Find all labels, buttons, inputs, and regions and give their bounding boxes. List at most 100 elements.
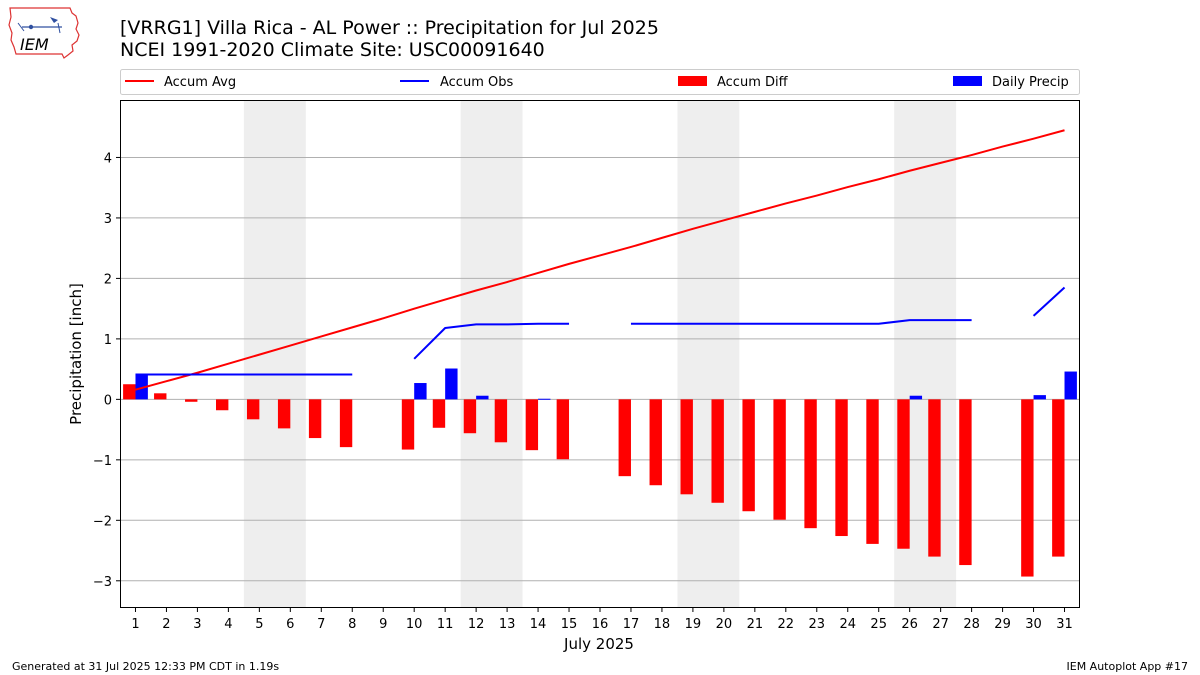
accum-diff-bar <box>154 393 167 400</box>
daily-precip-bar <box>538 398 551 400</box>
x-tick-label: 4 <box>224 617 232 632</box>
daily-precip-bar <box>476 395 489 400</box>
x-tick-label: 21 <box>747 617 764 632</box>
legend-daily-precip-label: Daily Precip <box>992 75 1069 90</box>
accum-diff-bar <box>1052 399 1065 557</box>
x-tick-label: 8 <box>348 617 356 632</box>
accum-diff-bar <box>339 399 353 448</box>
app-credit: IEM Autoplot App #17 <box>1066 660 1189 673</box>
accum-diff-bar <box>525 399 539 451</box>
legend-box <box>120 69 1080 95</box>
accum-diff-bar <box>928 399 941 557</box>
accum-obs-line <box>1032 286 1066 317</box>
x-tick-label: 9 <box>379 617 387 632</box>
x-tick-label: 7 <box>317 617 325 632</box>
x-tick-label: 3 <box>193 617 201 632</box>
accum-diff-bar <box>463 399 477 434</box>
x-tick-label: 13 <box>499 617 516 632</box>
accum-diff-bar <box>711 399 724 503</box>
accum-diff-bar <box>216 399 229 411</box>
daily-precip-bar <box>1033 395 1046 400</box>
y-tick-label: 2 <box>104 272 112 287</box>
x-tick-label: 5 <box>255 617 263 632</box>
accum-obs-line <box>413 322 570 360</box>
x-tick-label: 25 <box>870 617 887 632</box>
daily-precip-bar <box>445 368 458 400</box>
legend-daily-precip-swatch <box>953 76 982 86</box>
legend-accum-diff-label: Accum Diff <box>717 75 789 90</box>
y-tick-label: 1 <box>104 333 112 348</box>
accum-diff-bar <box>897 399 910 549</box>
daily-precip-bar <box>414 383 427 400</box>
y-tick-label: 0 <box>104 393 112 408</box>
lines <box>135 129 1066 391</box>
accum-diff-bar <box>494 399 508 443</box>
x-tick-label: 23 <box>809 617 826 632</box>
weekend-shade-3 <box>677 100 740 608</box>
chart-subtitle: NCEI 1991-2020 Climate Site: USC00091640 <box>120 39 545 61</box>
x-tick-label: 18 <box>654 617 671 632</box>
accum-diff-bar <box>1021 399 1034 577</box>
weekend-shading <box>243 100 957 608</box>
accum-obs-line <box>630 319 972 325</box>
x-tick-label: 11 <box>437 617 454 632</box>
x-tick-label: 30 <box>1025 617 1042 632</box>
x-tick-label: 19 <box>685 617 702 632</box>
chart-title: [VRRG1] Villa Rica - AL Power :: Precipi… <box>120 17 659 39</box>
accum-diff-bar <box>277 399 291 429</box>
y-axis-label: Precipitation [inch] <box>67 283 85 425</box>
accum-diff-bar <box>246 399 260 420</box>
x-tick-label: 16 <box>592 617 609 632</box>
y-tick-label: −1 <box>93 454 112 469</box>
x-tick-label: 15 <box>561 617 578 632</box>
y-tick-label: −2 <box>93 514 112 529</box>
iem-logo: IEM <box>6 5 82 59</box>
x-tick-label: 14 <box>530 617 547 632</box>
x-tick-label: 27 <box>932 617 949 632</box>
accum-diff-bar <box>804 399 817 529</box>
accum-diff-bar <box>773 399 786 520</box>
legend: Accum Avg Accum Obs Accum Diff Daily Pre… <box>120 69 1080 95</box>
y-tick-label: 3 <box>104 212 112 227</box>
accum-diff-bar <box>123 384 136 400</box>
accum-diff-bar <box>401 399 415 450</box>
accum-avg-line <box>135 129 1065 391</box>
weekend-shade-2 <box>460 100 523 608</box>
x-tick-label: 17 <box>623 617 640 632</box>
accum-diff-bar <box>835 399 848 537</box>
generated-timestamp: Generated at 31 Jul 2025 12:33 PM CDT in… <box>12 660 280 673</box>
legend-accum-diff-swatch <box>678 76 707 86</box>
x-tick-label: 28 <box>963 617 980 632</box>
bars <box>123 368 1077 577</box>
x-tick-label: 24 <box>839 617 856 632</box>
x-tick-label: 10 <box>406 617 423 632</box>
x-tick-label: 12 <box>468 617 485 632</box>
x-tick-label: 29 <box>994 617 1011 632</box>
legend-accum-avg-label: Accum Avg <box>164 75 236 90</box>
accum-diff-bar <box>866 399 879 544</box>
accum-diff-bar <box>680 399 693 495</box>
x-tick-label: 2 <box>162 617 170 632</box>
accum-diff-bar <box>959 399 972 566</box>
accum-diff-bar <box>308 399 322 439</box>
weekend-shade-1 <box>243 100 306 608</box>
legend-accum-obs-label: Accum Obs <box>440 75 513 90</box>
x-tick-label: 26 <box>901 617 918 632</box>
accum-diff-bar <box>185 399 198 402</box>
x-axis-label: July 2025 <box>563 635 634 653</box>
x-tick-label: 22 <box>778 617 795 632</box>
x-tick-label: 31 <box>1056 617 1073 632</box>
x-tick-label: 1 <box>131 617 139 632</box>
accum-diff-bar <box>556 399 570 460</box>
accum-diff-bar <box>432 399 446 428</box>
y-tick-label: 4 <box>104 151 112 166</box>
accum-diff-bar <box>649 399 662 486</box>
y-tick-label: −3 <box>93 575 112 590</box>
accum-diff-bar <box>618 399 631 477</box>
x-tick-label: 6 <box>286 617 294 632</box>
svg-text:IEM: IEM <box>20 35 49 54</box>
daily-precip-bar <box>909 395 923 400</box>
accum-diff-bar <box>742 399 755 512</box>
